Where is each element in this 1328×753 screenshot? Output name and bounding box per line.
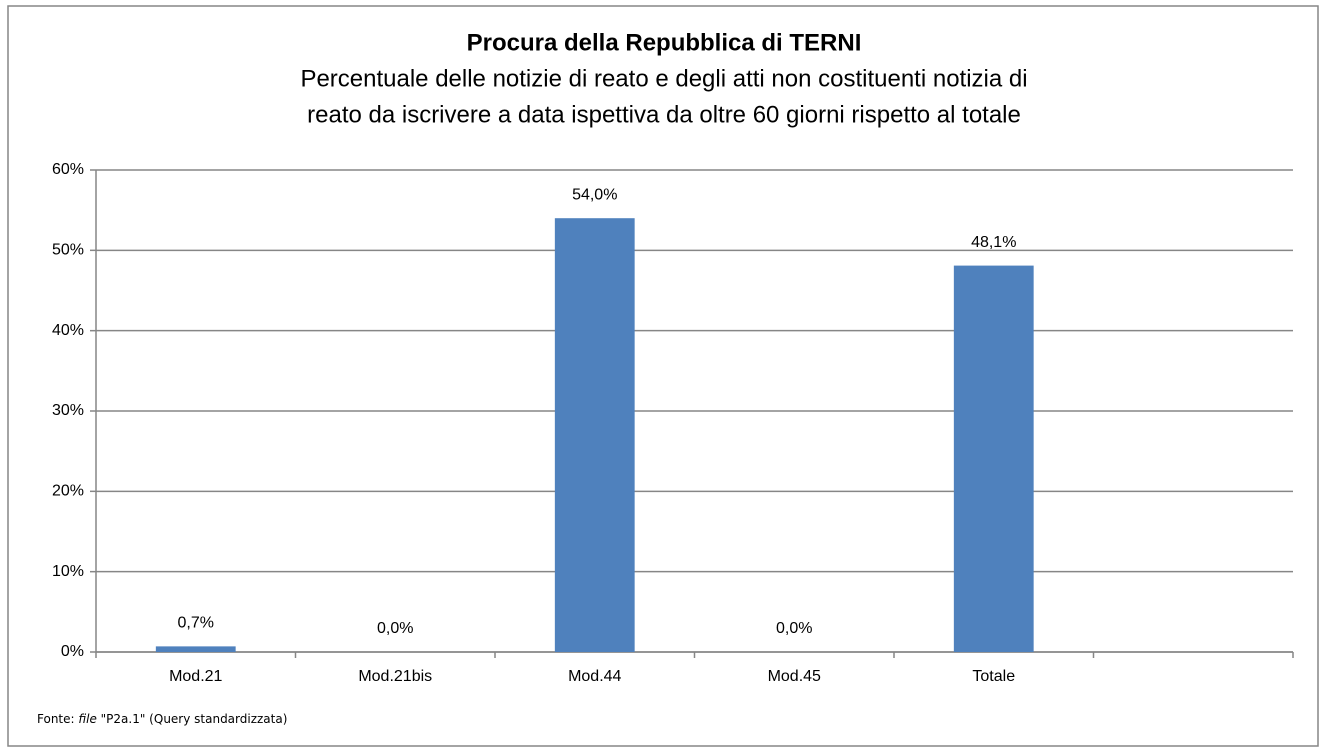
data-label: 0,0%	[377, 620, 413, 637]
chart-subtitle: reato da iscrivere a data ispettiva da o…	[307, 101, 1021, 128]
y-tick-label: 50%	[52, 242, 84, 259]
bar	[554, 218, 635, 652]
y-tick-label: 20%	[52, 483, 84, 500]
chart-frame	[7, 5, 1319, 747]
data-label: 0,0%	[776, 620, 812, 637]
bar	[953, 265, 1034, 652]
chart-subtitle: Percentuale delle notizie di reato e deg…	[300, 65, 1027, 92]
data-label: 54,0%	[572, 186, 617, 203]
x-tick-label: Mod.21bis	[358, 668, 432, 685]
data-label: 0,7%	[178, 615, 214, 632]
y-tick-label: 40%	[52, 322, 84, 339]
y-tick-label: 0%	[61, 643, 84, 660]
data-label: 48,1%	[971, 234, 1016, 251]
x-tick-label: Mod.44	[568, 668, 621, 685]
chart-title: Procura della Repubblica di TERNI	[467, 29, 862, 56]
y-tick-label: 10%	[52, 563, 84, 580]
source-note: Fonte: file "P2a.1" (Query standardizzat…	[37, 712, 287, 726]
y-tick-label: 30%	[52, 402, 84, 419]
x-tick-label: Totale	[972, 668, 1015, 685]
source-text: Fonte:	[37, 712, 78, 726]
source-text: "P2a.1" (Query standardizzata)	[97, 712, 288, 726]
source-text: file	[78, 712, 96, 726]
x-tick-label: Mod.45	[768, 668, 821, 685]
x-tick-label: Mod.21	[169, 668, 222, 685]
bar	[155, 646, 236, 652]
y-tick-label: 60%	[52, 161, 84, 178]
